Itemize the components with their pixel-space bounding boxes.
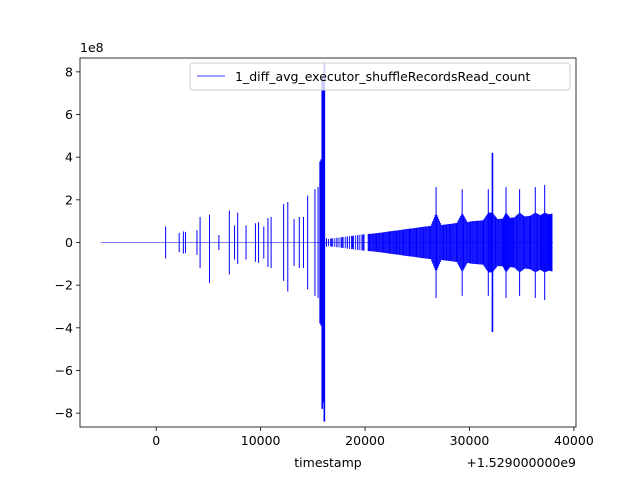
- x-tick-label: 20000: [345, 433, 385, 448]
- x-tick-label: 30000: [450, 433, 490, 448]
- x-tick-label: 40000: [554, 433, 594, 448]
- legend-entry-label: 1_diff_avg_executor_shuffleRecordsRead_c…: [235, 69, 530, 84]
- series-layer: [100, 63, 554, 422]
- y-axis-ticks: −8 −6 −4 −2 0 2 4 6 8: [55, 64, 80, 421]
- y-tick-label: 8: [65, 64, 73, 79]
- x-tick-label: 0: [152, 433, 160, 448]
- y-tick-label: 0: [65, 235, 73, 250]
- x-offset-text: +1.529000000e9: [466, 455, 576, 470]
- x-axis-label: timestamp: [294, 455, 361, 470]
- y-tick-label: −2: [55, 278, 73, 293]
- y-tick-label: −6: [55, 363, 73, 378]
- x-tick-label: 10000: [241, 433, 281, 448]
- y-tick-label: 4: [65, 150, 73, 165]
- legend: 1_diff_avg_executor_shuffleRecordsRead_c…: [189, 62, 571, 91]
- legend-box: [189, 62, 571, 91]
- y-tick-label: 6: [65, 107, 73, 122]
- y-tick-label: 2: [65, 192, 73, 207]
- y-tick-label: −8: [55, 406, 73, 421]
- y-tick-label: −4: [55, 320, 73, 335]
- plot-area: [100, 63, 554, 422]
- x-axis-ticks: 0 10000 20000 30000 40000: [152, 427, 594, 448]
- y-offset-text: 1e8: [80, 40, 104, 55]
